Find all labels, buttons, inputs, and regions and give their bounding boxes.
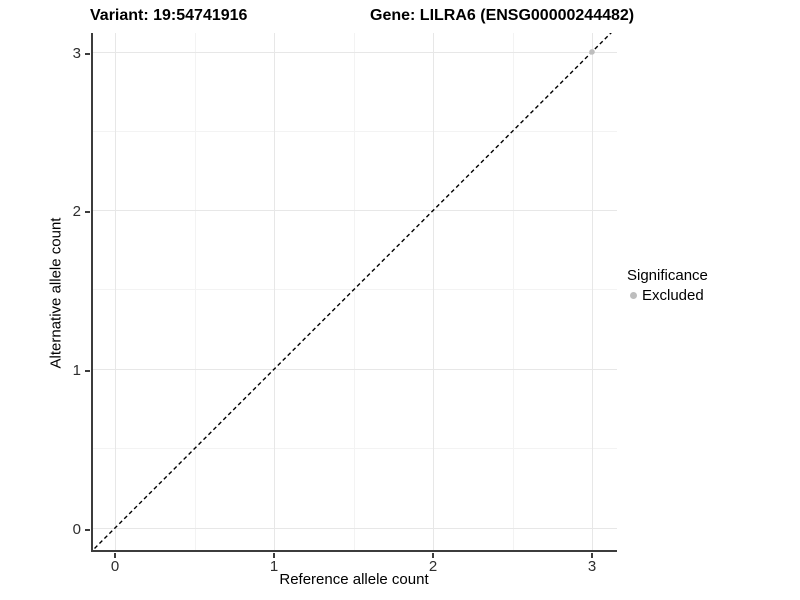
gridline-major-x-0 [115,33,116,550]
gridline-major-y-1 [93,369,617,370]
x-tick-mark-0 [114,553,116,558]
gridline-major-y-0 [93,528,617,529]
y-tick-label-3: 3 [72,45,81,62]
y-tick-mark-1 [85,370,90,372]
gridline-minor-y-0.5 [93,448,617,449]
legend: Significance Excluded [627,267,708,304]
x-tick-label-3: 3 [587,558,597,575]
gridline-major-x-3 [592,33,593,550]
variant-title: Variant: 19:54741916 [90,7,248,24]
x-tick-label-0: 0 [110,558,120,575]
x-axis-title: Reference allele count [279,571,429,588]
plot-layer [93,33,612,550]
gridline-minor-y-2.5 [93,131,617,132]
y-tick-mark-2 [85,211,90,213]
y-tick-label-0: 0 [72,521,81,538]
gridline-minor-x-0.5 [195,33,196,550]
gridline-major-y-2 [93,210,617,211]
x-tick-label-1: 1 [269,558,279,575]
x-tick-mark-1 [273,553,275,558]
gridline-minor-y-1.5 [93,289,617,290]
y-tick-label-1: 1 [72,362,81,379]
legend-item-excluded: Excluded [627,287,708,304]
gridline-minor-x-2.5 [513,33,514,550]
legend-item-label: Excluded [642,287,704,304]
gridline-major-x-1 [274,33,275,550]
legend-point-icon [630,292,637,299]
gridline-minor-x-1.5 [354,33,355,550]
y-tick-mark-0 [85,529,90,531]
y-axis-title: Alternative allele count [47,217,65,369]
legend-title: Significance [627,267,708,284]
y-tick-mark-3 [85,53,90,55]
x-tick-mark-2 [432,553,434,558]
data-point-excluded [589,49,595,55]
gridline-major-x-2 [433,33,434,550]
y-tick-label-2: 2 [72,203,81,220]
gridline-major-y-3 [93,52,617,53]
x-tick-label-2: 2 [428,558,438,575]
x-tick-mark-3 [591,553,593,558]
identity-dashed-line [93,33,612,550]
plot-panel [91,33,617,552]
gene-title: Gene: LILRA6 (ENSG00000244482) [370,7,635,24]
